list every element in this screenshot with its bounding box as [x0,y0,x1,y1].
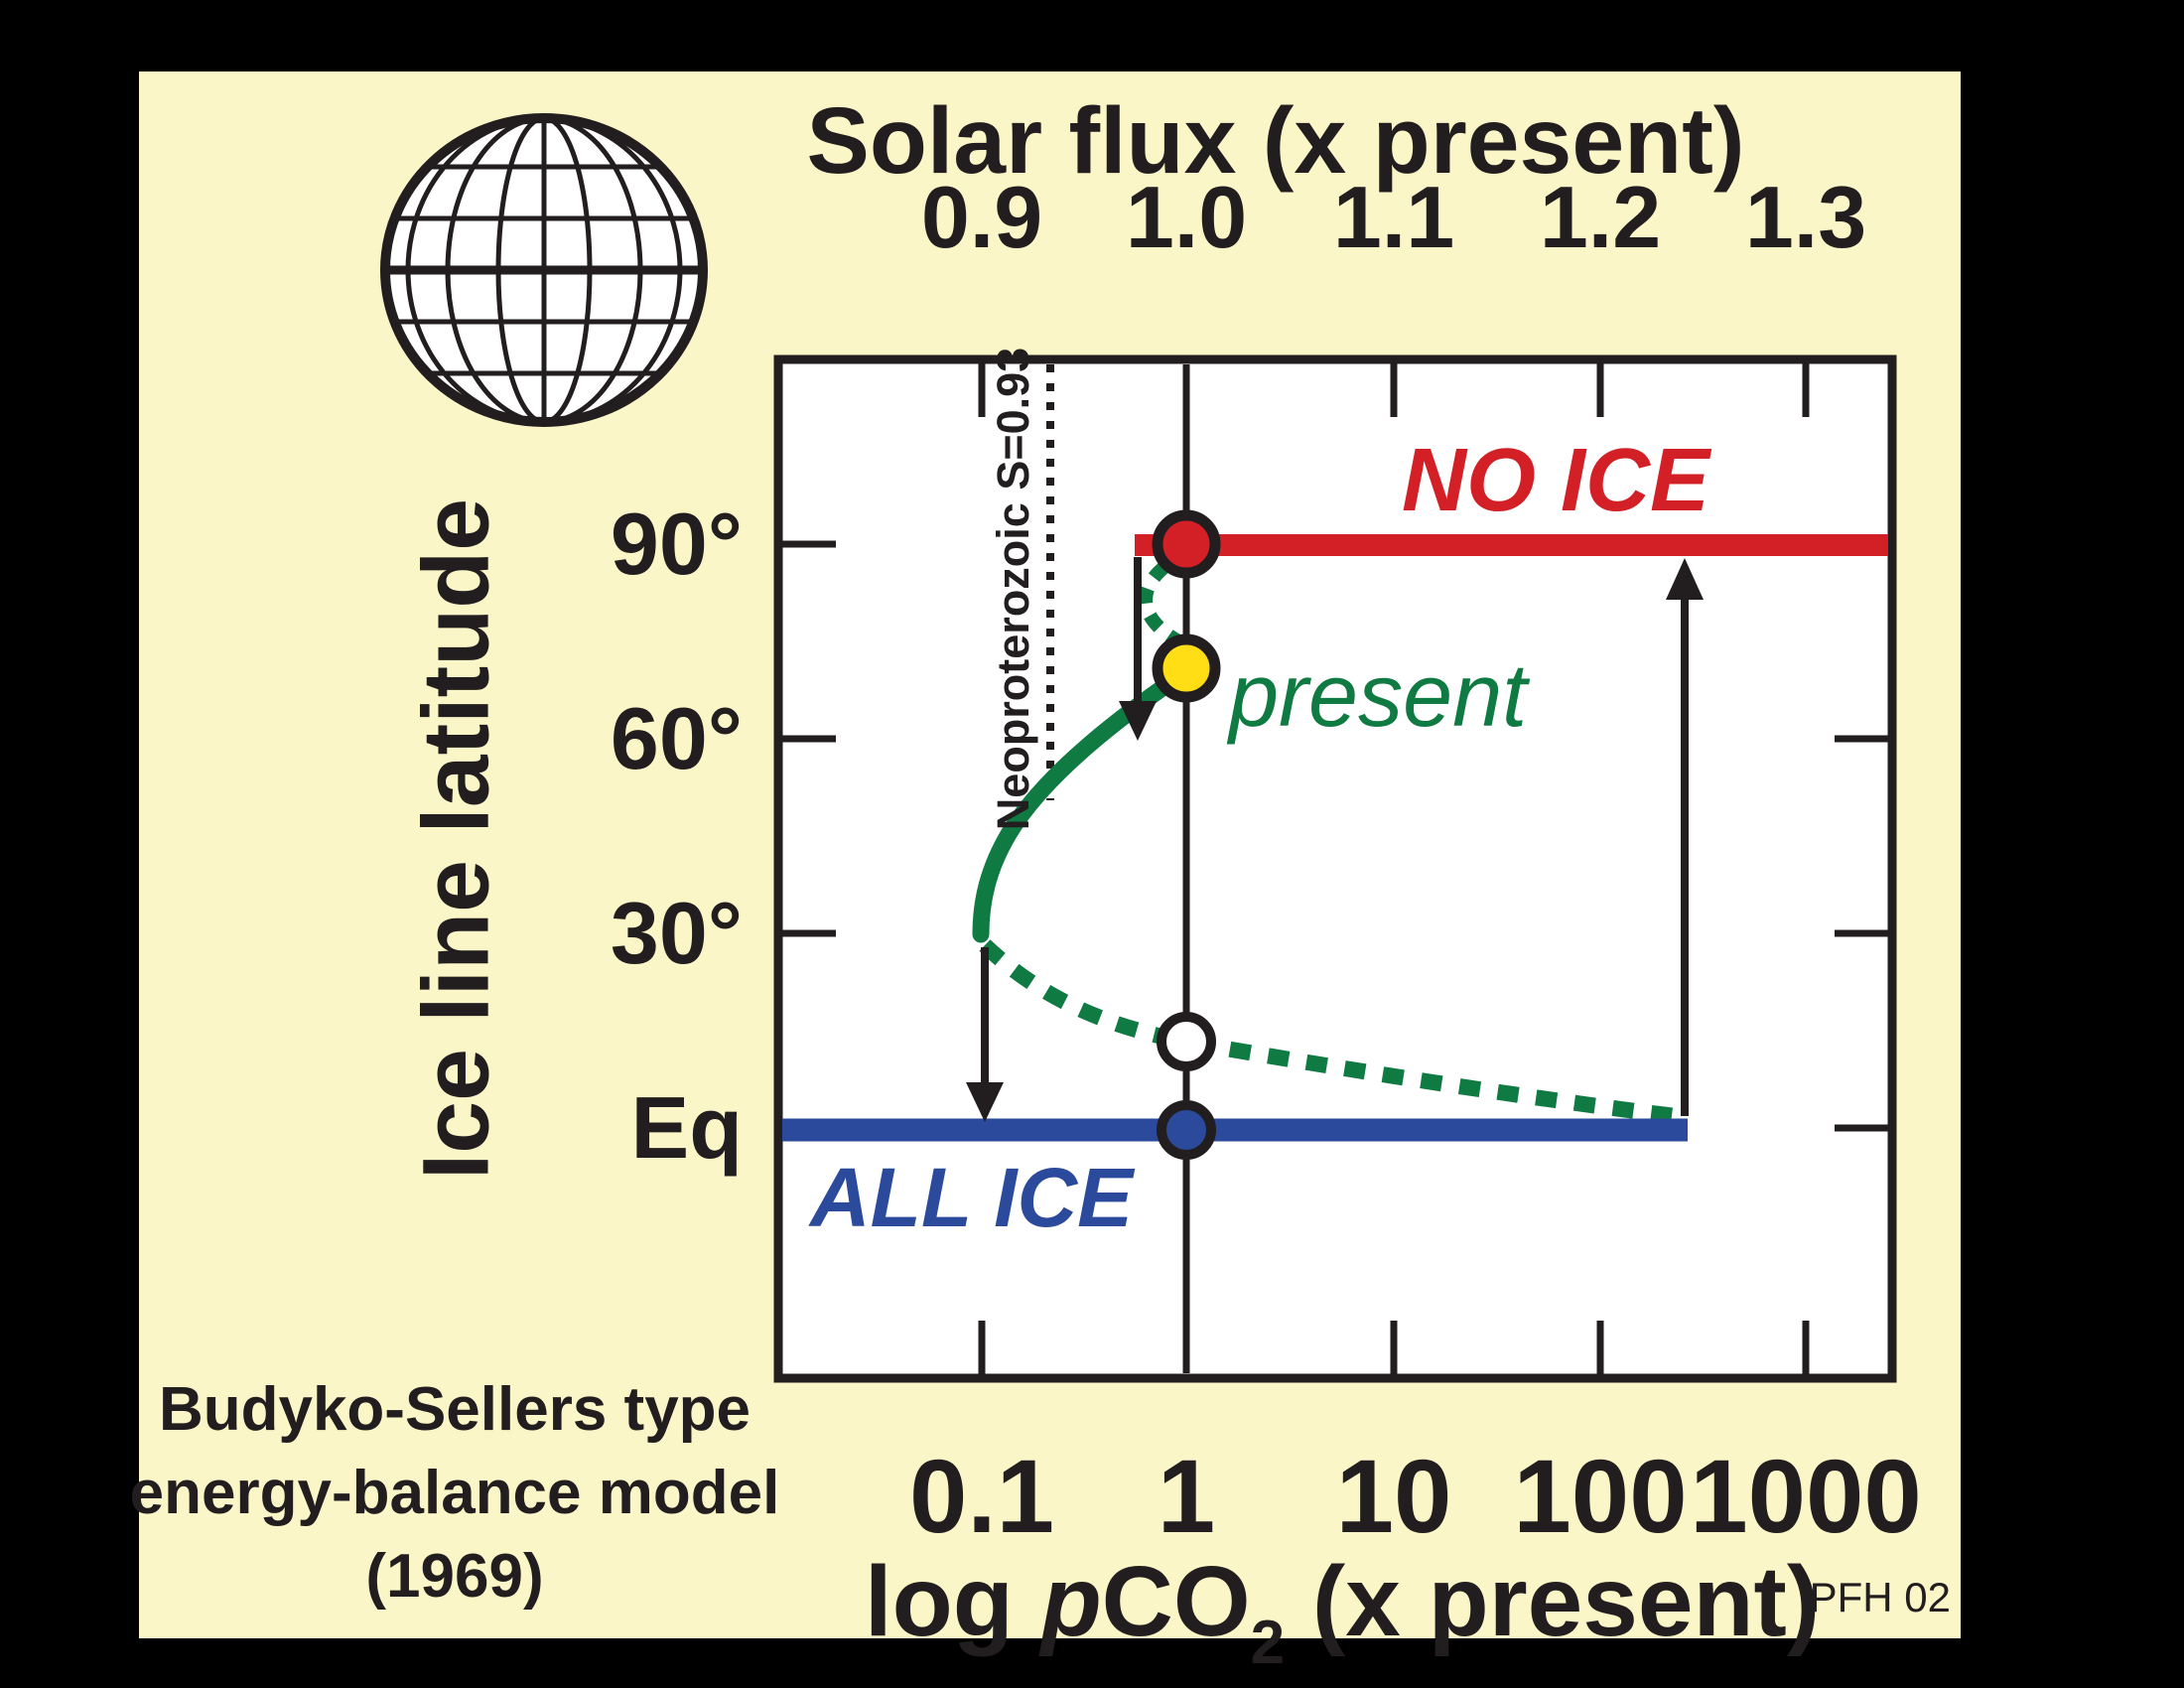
unstable-branch-upper-curve [1139,561,1184,649]
bottom-tick-label-1000: 1000 [1690,1439,1922,1555]
neoproterozoic-label: Neoproterozoic S=0.93 [988,347,1038,831]
xlabel-co: CO [1101,1546,1251,1657]
plot-frame [773,354,1897,1383]
caption-line-2: energy-balance model [129,1459,780,1527]
top-tick-label-0.9: 0.9 [920,168,1043,266]
model-caption: Budyko-Sellers type energy-balance model… [130,1368,780,1618]
xlabel-rest: (x present) [1285,1546,1821,1657]
top-tick-label-1.1: 1.1 [1332,168,1455,266]
y-tick-label-60: 60° [610,689,743,787]
top-tick-label-1.3: 1.3 [1744,168,1867,266]
present-label: present [1229,646,1528,746]
y-tick-label-eq: Eq [630,1078,743,1177]
bottom-tick-label-0.1: 0.1 [909,1439,1054,1555]
no-ice-label: NO ICE [1401,431,1710,530]
bottom-tick-label-10: 10 [1335,1439,1452,1555]
transition-arrows [966,557,1704,1122]
unstable-branch-lower-curve [979,939,1686,1125]
bottom-tick-label-1: 1 [1157,1439,1216,1555]
ice-free-state-marker [1152,509,1221,579]
globe-icon [380,113,708,427]
axis-ticks [782,363,1888,1374]
caption-line-1: Budyko-Sellers type [158,1375,751,1444]
unstable-state-marker [1157,1012,1216,1071]
caption-line-3: (1969) [365,1542,544,1611]
bottom-axis-title: log pCO2 (x present) [864,1545,1821,1674]
y-axis-title: Ice line latitude [403,497,509,1181]
xlabel-log: log [864,1546,1041,1657]
snowball-state-marker [1157,1100,1216,1160]
down-arrow-head-2 [966,1082,1004,1122]
xlabel-p: p [1040,1546,1102,1657]
top-tick-label-1.2: 1.2 [1539,168,1662,266]
present-state-marker [1152,633,1221,703]
all-ice-label: ALL ICE [810,1151,1134,1244]
credit-text: PFH 02 [1809,1574,1951,1620]
top-tick-label-1.0: 1.0 [1125,168,1248,266]
down-arrow-head-1 [1119,701,1157,741]
xlabel-sub2: 2 [1250,1609,1286,1677]
y-tick-label-30: 30° [610,884,743,982]
bottom-tick-label-100: 100 [1513,1439,1688,1555]
y-tick-label-90: 90° [610,494,743,593]
top-axis-title: Solar flux (x present) [806,88,1745,194]
up-arrow-head [1666,558,1704,600]
